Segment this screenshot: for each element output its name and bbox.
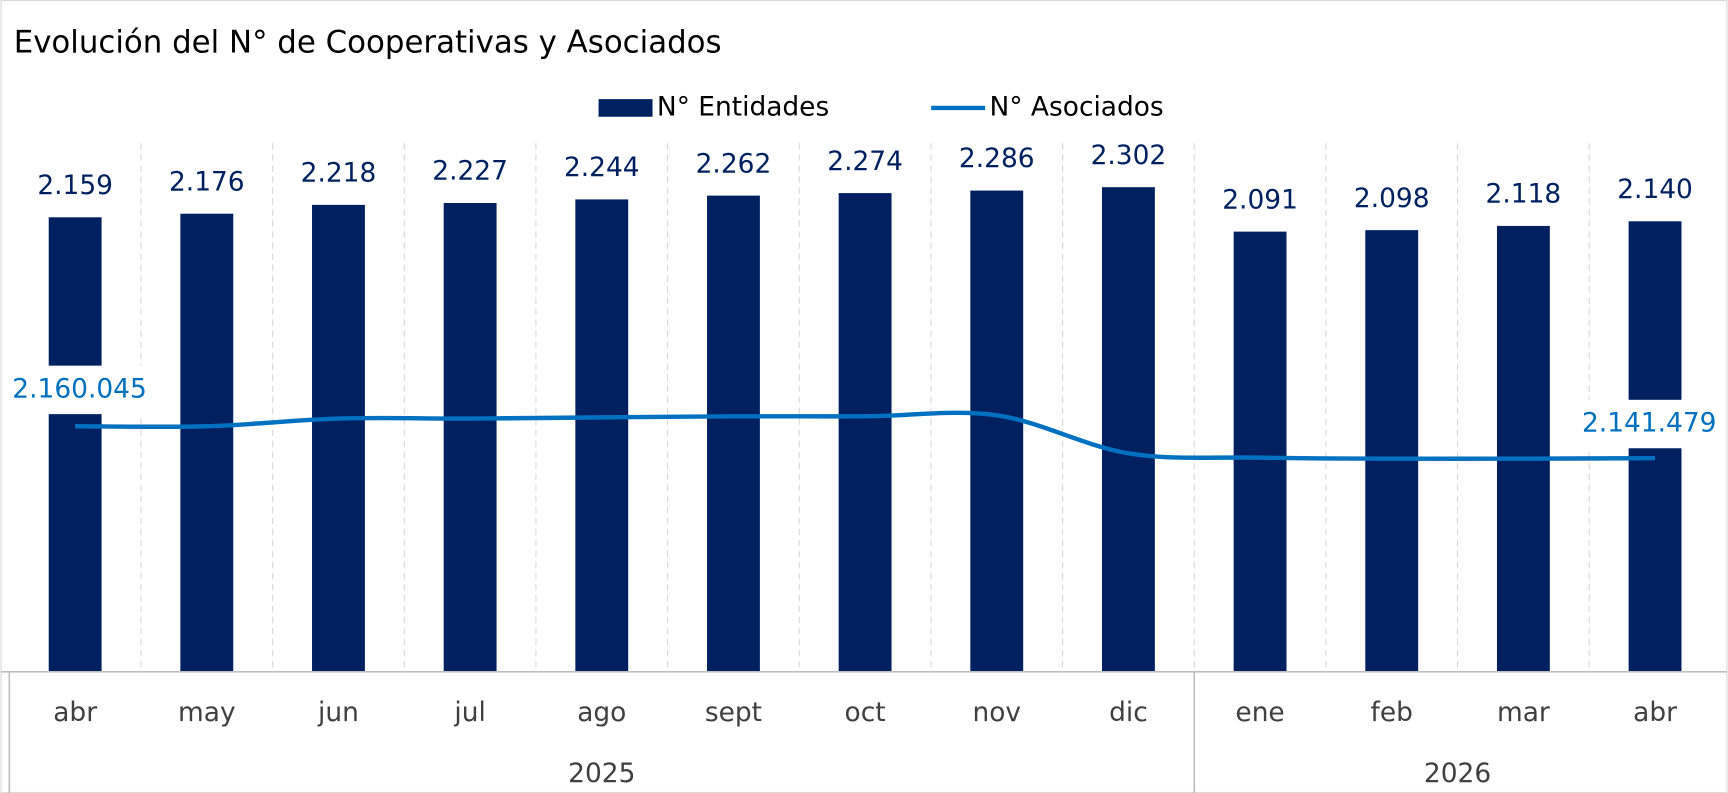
bar [180, 213, 234, 672]
line-value-label: 2.160.045 [12, 373, 146, 404]
x-tick-label: feb [1371, 697, 1413, 728]
bar [1101, 187, 1155, 672]
x-tick-label: sept [705, 697, 762, 728]
line-label-background [11, 365, 148, 415]
bar-value-label: 2.098 [1354, 183, 1430, 214]
legend-swatch [598, 99, 653, 117]
bar [312, 204, 365, 672]
bar-value-label: 2.302 [1091, 140, 1167, 171]
chart-title: Evolución del N° de Cooperativas y Asoci… [14, 25, 722, 61]
x-tick-label: mar [1497, 697, 1550, 728]
x-tick-label: nov [972, 697, 1021, 728]
bar-value-label: 2.244 [564, 152, 640, 183]
line [75, 410, 1656, 461]
bar [1365, 230, 1419, 672]
x-tick-label: jul [453, 697, 485, 728]
x-tick-label: abr [53, 697, 97, 728]
bar-value-label: 2.159 [37, 170, 113, 201]
x-tick-label: ago [577, 697, 626, 728]
bar [838, 193, 892, 672]
bar-value-label: 2.218 [301, 158, 377, 189]
legend-label: N° Entidades [657, 91, 829, 122]
x-group-label: 2025 [568, 758, 635, 789]
x-group-label: 2026 [1424, 758, 1491, 789]
bar [970, 190, 1024, 672]
bar [443, 202, 497, 672]
x-tick-label: dic [1109, 697, 1148, 728]
bar-value-label: 2.286 [959, 143, 1035, 174]
x-tick-label: may [178, 697, 236, 728]
bar [707, 195, 760, 672]
line-value-label: 2.141.479 [1582, 408, 1716, 439]
bar [575, 199, 629, 672]
bar-value-label: 2.091 [1222, 184, 1298, 215]
bar [1496, 225, 1550, 672]
bar-value-label: 2.274 [827, 146, 903, 177]
x-tick-label: ene [1235, 697, 1284, 728]
legend-label: N° Asociados [990, 91, 1164, 122]
bar-value-label: 2.140 [1617, 174, 1693, 205]
bar-value-label: 2.262 [696, 148, 772, 179]
bar-value-label: 2.118 [1486, 179, 1562, 210]
bar-value-label: 2.227 [432, 156, 508, 187]
x-tick-label: oct [845, 697, 886, 728]
x-tick-label: abr [1633, 697, 1677, 728]
line-label-background [1579, 399, 1717, 449]
bar-value-label: 2.176 [169, 166, 245, 197]
bar [1233, 231, 1287, 672]
x-tick-label: jun [317, 697, 359, 728]
bar [48, 217, 102, 672]
